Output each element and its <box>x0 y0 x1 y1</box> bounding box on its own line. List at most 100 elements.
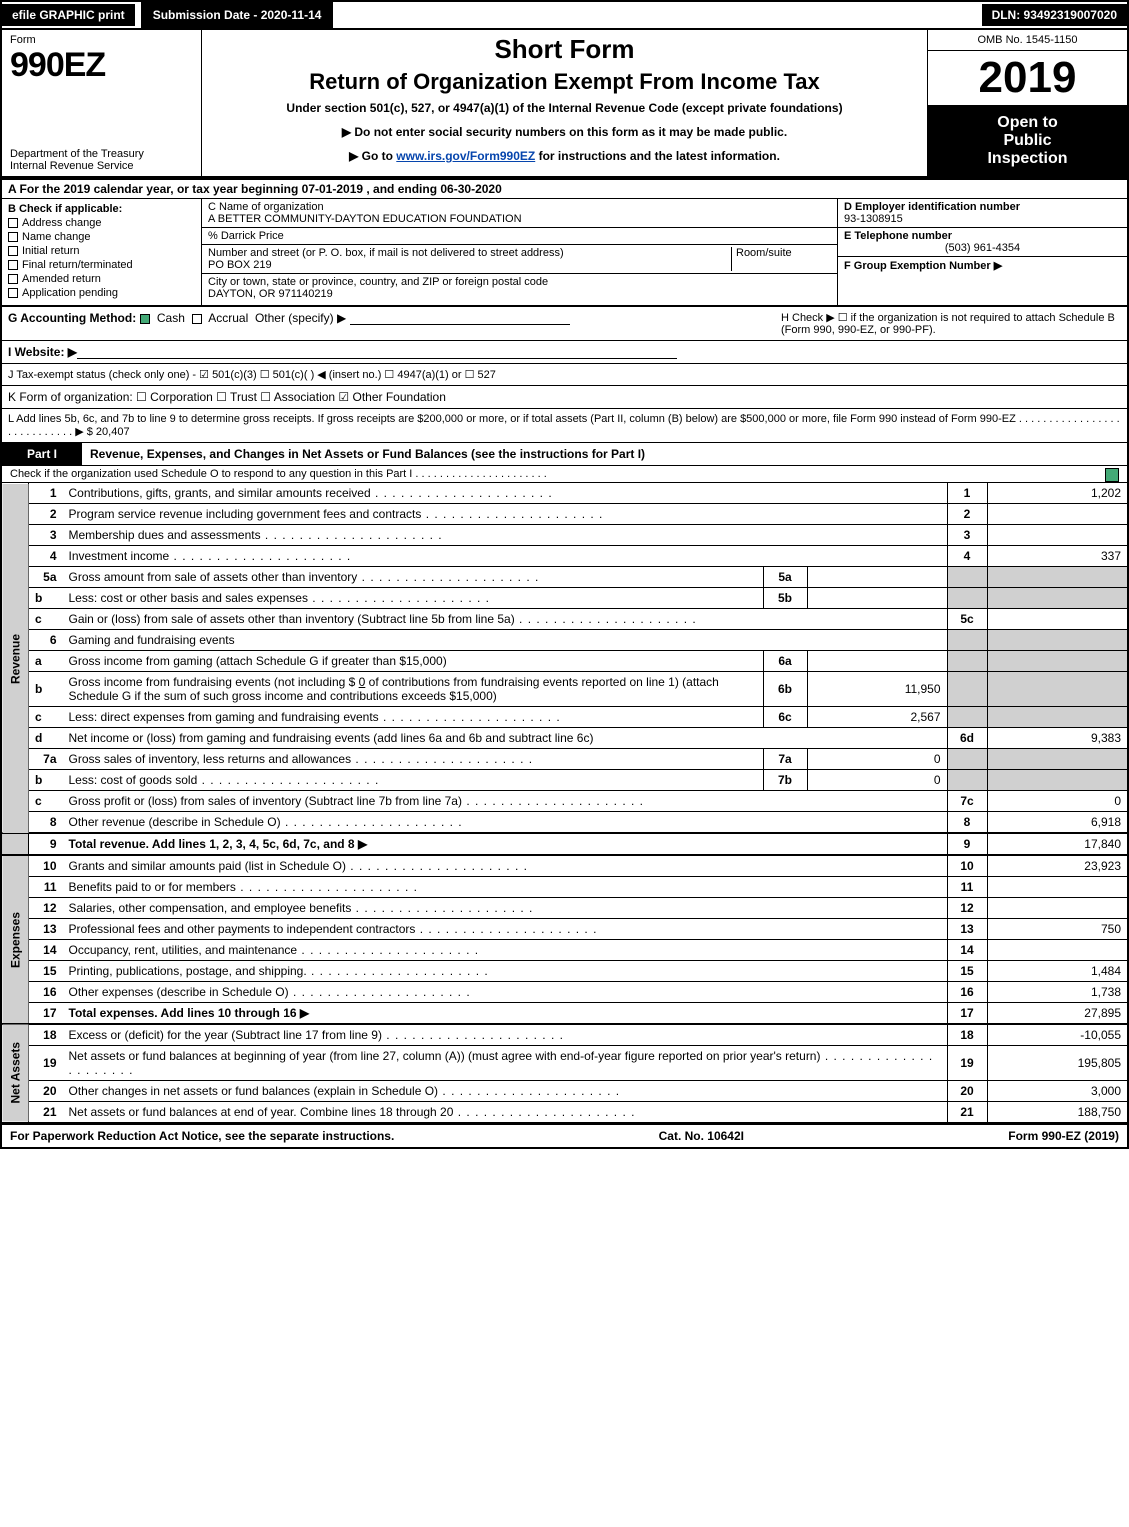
open-line1: Open to <box>932 114 1123 132</box>
chk-address-change[interactable]: Address change <box>8 217 195 229</box>
header-right: OMB No. 1545-1150 2019 Open to Public In… <box>927 30 1127 176</box>
header-left: Form 990EZ Department of the Treasury In… <box>2 30 202 176</box>
checkbox-icon <box>8 232 18 242</box>
chk-cash[interactable] <box>140 314 150 324</box>
line-21: 21 Net assets or fund balances at end of… <box>2 1102 1127 1123</box>
telephone-label: E Telephone number <box>844 230 1121 242</box>
line-14: 14 Occupancy, rent, utilities, and maint… <box>2 940 1127 961</box>
footer-paperwork: For Paperwork Reduction Act Notice, see … <box>10 1129 394 1143</box>
org-name-label: C Name of organization <box>208 201 831 213</box>
line-3: 3 Membership dues and assessments 3 <box>2 525 1127 546</box>
line-8: 8 Other revenue (describe in Schedule O)… <box>2 812 1127 834</box>
website-input-line[interactable] <box>77 345 677 359</box>
form-990ez-page: efile GRAPHIC print Submission Date - 20… <box>0 0 1129 1149</box>
line-5c: c Gain or (loss) from sale of assets oth… <box>2 609 1127 630</box>
go-to-instructions: ▶ Go to www.irs.gov/Form990EZ for instru… <box>210 149 919 163</box>
form-header: Form 990EZ Department of the Treasury In… <box>2 30 1127 178</box>
irs-link[interactable]: www.irs.gov/Form990EZ <box>396 149 535 163</box>
org-name-value: A BETTER COMMUNITY-DAYTON EDUCATION FOUN… <box>208 213 831 225</box>
lines-table: Revenue 1 Contributions, gifts, grants, … <box>2 483 1127 1123</box>
footer-cat-no: Cat. No. 10642I <box>659 1129 744 1143</box>
ein-value: 93-1308915 <box>844 213 1121 225</box>
checkbox-icon <box>8 218 18 228</box>
line-12: 12 Salaries, other compensation, and emp… <box>2 898 1127 919</box>
line-6d: d Net income or (loss) from gaming and f… <box>2 728 1127 749</box>
line-5a: 5a Gross amount from sale of assets othe… <box>2 567 1127 588</box>
chk-final-return[interactable]: Final return/terminated <box>8 259 195 271</box>
title-main: Return of Organization Exempt From Incom… <box>210 69 919 95</box>
line-7a: 7a Gross sales of inventory, less return… <box>2 749 1127 770</box>
form-word: Form <box>10 34 193 46</box>
title-short-form: Short Form <box>210 34 919 65</box>
line-6: 6 Gaming and fundraising events <box>2 630 1127 651</box>
telephone-value: (503) 961-4354 <box>844 242 1121 254</box>
checkbox-icon <box>8 274 18 284</box>
room-suite-label: Room/suite <box>731 247 831 271</box>
part-i-title: Revenue, Expenses, and Changes in Net As… <box>82 443 1127 465</box>
address-label: Number and street (or P. O. box, if mail… <box>208 247 731 259</box>
row-l-gross-receipts: L Add lines 5b, 6c, and 7b to line 9 to … <box>2 409 1127 443</box>
topbar-left: efile GRAPHIC print Submission Date - 20… <box>2 2 333 28</box>
dept-line1: Department of the Treasury <box>10 148 193 160</box>
part-i-check-line: Check if the organization used Schedule … <box>2 466 1127 483</box>
tax-year: 2019 <box>928 51 1127 106</box>
group-exemption-row: F Group Exemption Number ▶ <box>838 257 1127 274</box>
chk-amended-return[interactable]: Amended return <box>8 273 195 285</box>
line-20: 20 Other changes in net assets or fund b… <box>2 1081 1127 1102</box>
line-13: 13 Professional fees and other payments … <box>2 919 1127 940</box>
chk-name-change[interactable]: Name change <box>8 231 195 243</box>
line-2: 2 Program service revenue including gove… <box>2 504 1127 525</box>
row-g-h: G Accounting Method: Cash Accrual Other … <box>2 307 1127 341</box>
line-11: 11 Benefits paid to or for members 11 <box>2 877 1127 898</box>
line-6a: a Gross income from gaming (attach Sched… <box>2 651 1127 672</box>
city-row: City or town, state or province, country… <box>202 274 837 302</box>
care-of-row: % Darrick Price <box>202 228 837 245</box>
city-value: DAYTON, OR 971140219 <box>208 288 831 300</box>
dept-treasury: Department of the Treasury Internal Reve… <box>10 148 193 172</box>
column-b-checkboxes: B Check if applicable: Address change Na… <box>2 199 202 305</box>
column-c-org-info: C Name of organization A BETTER COMMUNIT… <box>202 199 837 305</box>
line-16: 16 Other expenses (describe in Schedule … <box>2 982 1127 1003</box>
line-17: 17 Total expenses. Add lines 10 through … <box>2 1003 1127 1025</box>
row-j-tax-exempt: J Tax-exempt status (check only one) - ☑… <box>2 364 1127 386</box>
line-10: Expenses 10 Grants and similar amounts p… <box>2 855 1127 877</box>
page-footer: For Paperwork Reduction Act Notice, see … <box>2 1123 1127 1147</box>
telephone-row: E Telephone number (503) 961-4354 <box>838 228 1127 257</box>
address-row: Number and street (or P. O. box, if mail… <box>202 245 837 274</box>
line-9: 9 Total revenue. Add lines 1, 2, 3, 4, 5… <box>2 833 1127 855</box>
vtab-expenses: Expenses <box>2 855 29 1024</box>
line-6b: b Gross income from fundraising events (… <box>2 672 1127 707</box>
other-specify-line[interactable] <box>350 311 570 325</box>
checkbox-icon <box>8 246 18 256</box>
g-label: G Accounting Method: <box>8 311 136 325</box>
line-18: Net Assets 18 Excess or (deficit) for th… <box>2 1024 1127 1046</box>
dln-number: DLN: 93492319007020 <box>982 4 1127 26</box>
vtab-net-assets: Net Assets <box>2 1024 29 1123</box>
city-label: City or town, state or province, country… <box>208 276 831 288</box>
omb-number: OMB No. 1545-1150 <box>928 30 1127 51</box>
ein-row: D Employer identification number 93-1308… <box>838 199 1127 228</box>
schedule-o-checkbox[interactable] <box>1105 468 1119 482</box>
form-number: 990EZ <box>10 46 193 85</box>
footer-form-ref: Form 990-EZ (2019) <box>1008 1129 1119 1143</box>
part-i-check-text: Check if the organization used Schedule … <box>10 468 547 480</box>
submission-date: Submission Date - 2020-11-14 <box>141 2 334 28</box>
ein-label: D Employer identification number <box>844 201 1121 213</box>
line-a-tax-year: A For the 2019 calendar year, or tax yea… <box>2 178 1127 199</box>
efile-print-link[interactable]: efile GRAPHIC print <box>2 4 135 26</box>
chk-application-pending[interactable]: Application pending <box>8 287 195 299</box>
row-k-form-of-org: K Form of organization: ☐ Corporation ☐ … <box>2 386 1127 409</box>
chk-initial-return[interactable]: Initial return <box>8 245 195 257</box>
entity-block: B Check if applicable: Address change Na… <box>2 199 1127 307</box>
website-label: I Website: ▶ <box>8 345 77 359</box>
chk-accrual[interactable] <box>192 314 202 324</box>
row-g: G Accounting Method: Cash Accrual Other … <box>8 311 781 336</box>
line-7b: b Less: cost of goods sold 7b 0 <box>2 770 1127 791</box>
line-7c: c Gross profit or (loss) from sales of i… <box>2 791 1127 812</box>
header-mid: Short Form Return of Organization Exempt… <box>202 30 927 176</box>
line-4: 4 Investment income 4 337 <box>2 546 1127 567</box>
address-value: PO BOX 219 <box>208 259 731 271</box>
col-b-title: B Check if applicable: <box>8 203 195 215</box>
line-19: 19 Net assets or fund balances at beginn… <box>2 1046 1127 1081</box>
org-name-row: C Name of organization A BETTER COMMUNIT… <box>202 199 837 228</box>
